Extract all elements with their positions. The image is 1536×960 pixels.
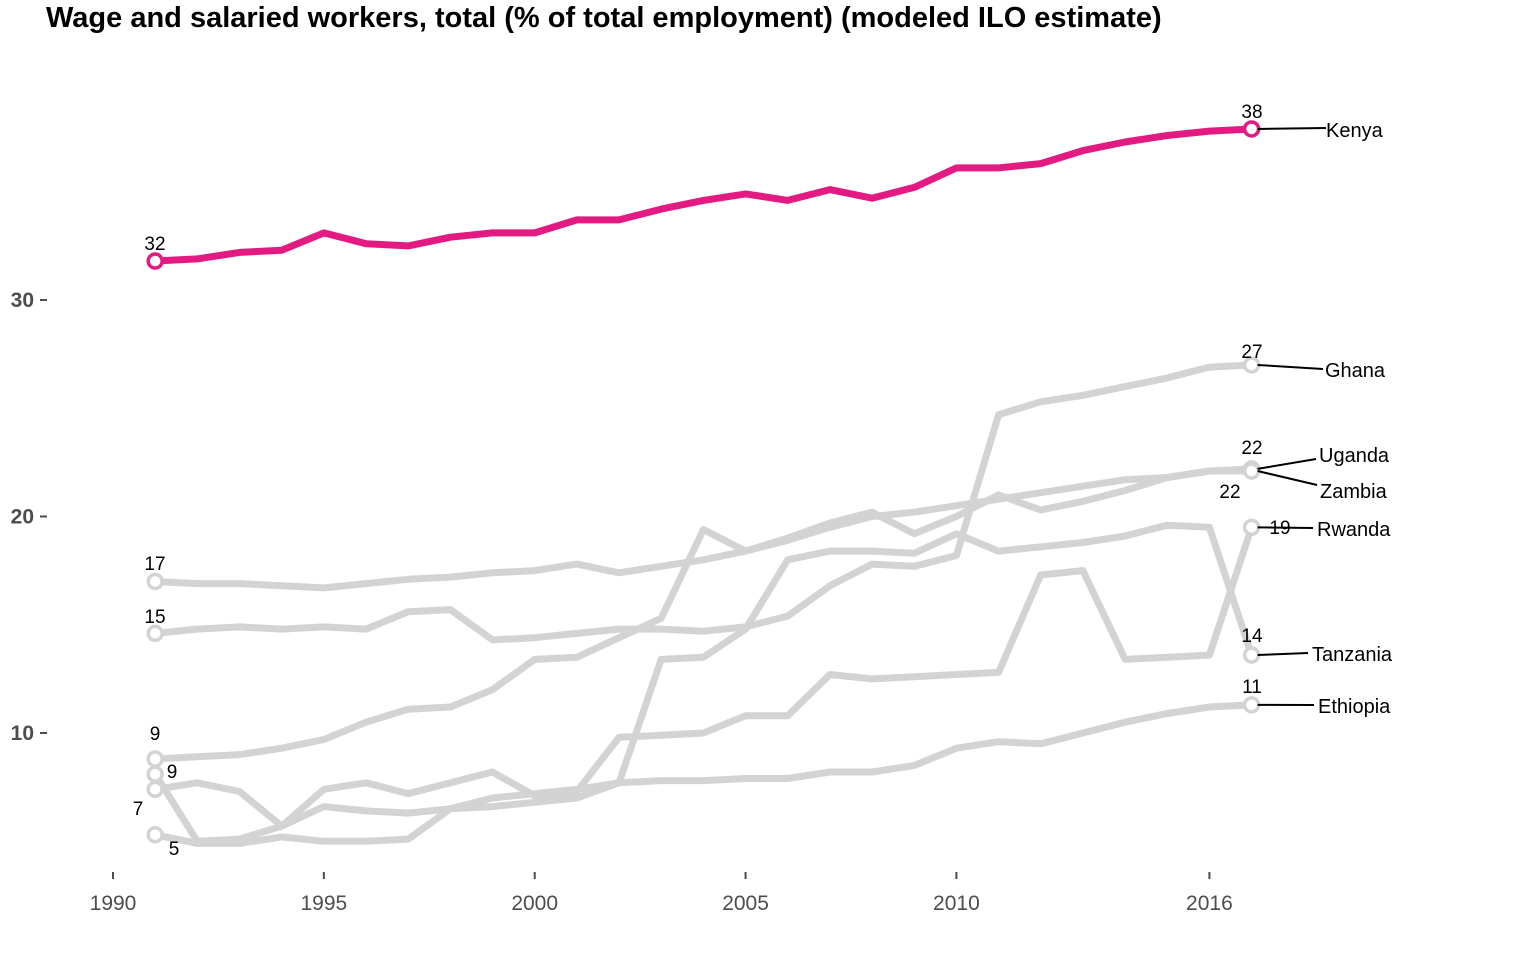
start-point-zambia [146, 750, 164, 768]
series-name-label-ethiopia: Ethiopia [1318, 696, 1391, 718]
start-point-ghana [146, 624, 164, 643]
leader-line-kenya [1257, 127, 1327, 130]
leader-line-uganda [1257, 458, 1317, 470]
start-point-uganda [146, 572, 164, 591]
series-line-rwanda [151, 523, 1256, 845]
series-name-label-zambia: Zambia [1320, 481, 1388, 503]
end-point-tanzania [1242, 646, 1261, 664]
series-line-tanzania [151, 521, 1256, 847]
start-value-label-kenya: 32 [144, 234, 165, 255]
start-point-tanzania [146, 826, 164, 844]
end-point-rwanda [1242, 518, 1261, 537]
start-point-rwanda [146, 765, 164, 783]
x-tick-label: 2010 [933, 892, 980, 915]
series-name-label-uganda: Uganda [1319, 445, 1390, 467]
start-value-label-zambia: 9 [150, 724, 161, 745]
axes: 10 20 30 1990 1995 2000 2005 2010 2016 [11, 289, 1233, 915]
start-value-label-uganda: 17 [144, 554, 165, 575]
x-tick-label: 2000 [511, 892, 558, 915]
x-tick-label: 2016 [1186, 892, 1233, 915]
chart-title: Wage and salaried workers, total (% of t… [46, 2, 1162, 34]
x-tick-label: 1995 [300, 892, 347, 915]
leader-line-rwanda [1257, 526, 1314, 529]
end-value-label-ethiopia: 11 [1242, 677, 1262, 698]
end-value-label-zambia: 22 [1219, 482, 1240, 503]
series-line-kenya [151, 125, 1256, 265]
start-value-label-rwanda: 9 [167, 762, 178, 783]
y-tick-label: 30 [11, 289, 34, 312]
start-value-label-ghana: 15 [144, 607, 165, 628]
start-point-kenya [146, 252, 164, 270]
end-point-kenya [1242, 120, 1261, 138]
start-point-ethiopia [146, 780, 164, 799]
end-value-label-ghana: 27 [1241, 342, 1262, 363]
end-value-label-kenya: 38 [1241, 102, 1262, 123]
leader-line-zambia [1257, 470, 1318, 486]
end-point-ethiopia [1242, 696, 1261, 714]
leader-line-ghana [1257, 363, 1324, 370]
series-line-zambia [151, 467, 1256, 763]
end-value-label-uganda: 22 [1241, 438, 1262, 459]
series-name-label-ghana: Ghana [1325, 360, 1386, 382]
series-line-ethiopia [151, 701, 1256, 830]
start-value-label-tanzania: 5 [169, 839, 180, 860]
x-tick-label: 1990 [90, 892, 137, 915]
series-name-label-tanzania: Tanzania [1312, 644, 1393, 666]
y-tick-label: 20 [11, 506, 34, 529]
y-tick-label: 10 [11, 722, 34, 745]
x-tick-label: 2005 [722, 892, 769, 915]
leader-line-tanzania [1257, 652, 1309, 657]
series-line-ghana [151, 361, 1256, 644]
series-line-uganda [151, 465, 1256, 592]
end-point-zambia [1242, 462, 1261, 480]
start-value-label-ethiopia: 7 [133, 799, 144, 820]
series-layer [146, 120, 1261, 847]
end-value-label-tanzania: 14 [1241, 626, 1263, 647]
series-name-label-kenya: Kenya [1326, 120, 1384, 142]
series-name-label-rwanda: Rwanda [1317, 519, 1391, 541]
